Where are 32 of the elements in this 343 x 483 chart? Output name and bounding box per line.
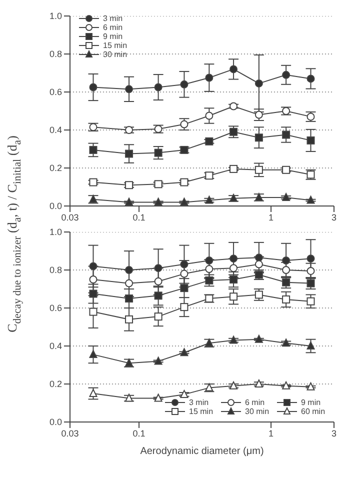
legend-label: 3 min	[189, 398, 209, 407]
x-tick-label: 0.03	[61, 428, 79, 438]
legend-label: 6 min	[103, 23, 123, 32]
x-tick-label: 3	[331, 428, 337, 438]
x-tick-label: 1	[268, 212, 274, 222]
legend-label: 15 min	[189, 407, 214, 416]
y-tick-label: 0.4	[49, 341, 62, 352]
legend-label: 3 min	[103, 14, 123, 23]
y-tick-label: 1.0	[49, 227, 62, 238]
legend-label: 15 min	[103, 41, 128, 50]
x-tick-label: 0.03	[61, 212, 79, 222]
y-tick-label: 0.0	[49, 201, 62, 212]
y-tick-label: 0.0	[49, 417, 62, 428]
x-tick-label: 3	[331, 212, 337, 222]
y-tick-label: 0.6	[49, 87, 62, 98]
y-tick-label: 1.0	[49, 11, 62, 22]
legend-label: 9 min	[103, 32, 123, 41]
x-axis-title: Aerodynamic diameter (μm)	[140, 446, 264, 457]
legend-label: 30 min	[245, 407, 270, 416]
y-tick-label: 0.8	[49, 49, 62, 60]
legend-label: 60 min	[301, 407, 326, 416]
x-tick-label: 1	[268, 428, 274, 438]
y-tick-label: 0.4	[49, 125, 62, 136]
y-tick-label: 0.2	[49, 163, 62, 174]
legend-label: 9 min	[301, 398, 321, 407]
legend-label: 30 min	[103, 50, 128, 59]
y-tick-label: 0.8	[49, 265, 62, 276]
y-tick-label: 0.6	[49, 303, 62, 314]
legend-label: 6 min	[245, 398, 265, 407]
x-tick-label: 0.1	[132, 212, 146, 222]
y-tick-label: 0.2	[49, 379, 62, 390]
x-tick-label: 0.1	[132, 428, 146, 438]
